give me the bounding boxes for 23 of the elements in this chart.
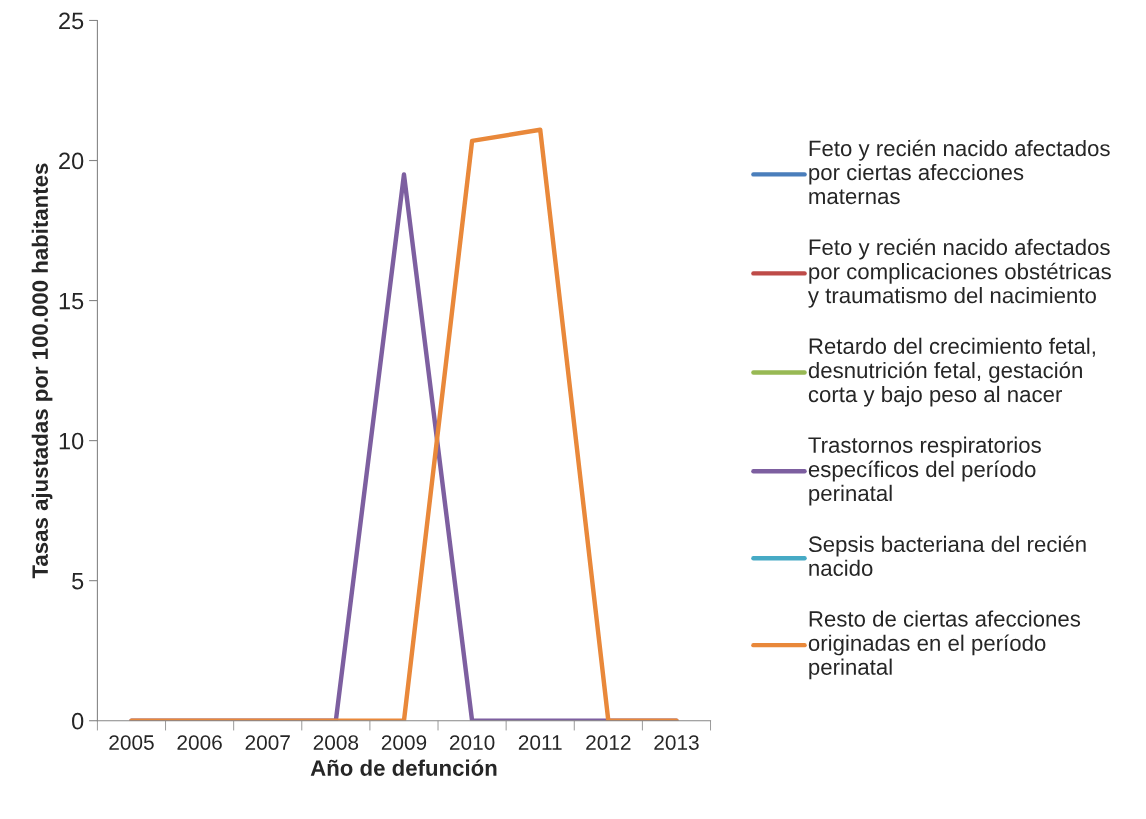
- y-tick-label: 10: [59, 432, 84, 450]
- x-tick-label: 2011: [518, 735, 562, 750]
- x-tick-label: 2010: [449, 735, 495, 750]
- y-tick-label: 20: [59, 152, 84, 170]
- x-tick-label: 2005: [109, 735, 154, 750]
- legend-label: Resto de ciertas afecciones originadas en el período perinatal: [808, 610, 1081, 680]
- y-tick-label: 25: [59, 12, 84, 30]
- y-axis-title: Tasas ajustadas por 100.000 habitantes: [31, 163, 53, 579]
- x-tick-label: 2013: [654, 735, 699, 750]
- legend-label: Feto y recién nacido afectados por ciertas afecciones maternas: [809, 139, 1110, 205]
- y-tick-label: 5: [72, 572, 84, 590]
- legend-label: Feto y recién nacido afectados por complicaciones obstétricas y traumatismo del nacimiento: [807, 238, 1111, 308]
- x-tick-label: 2007: [245, 735, 290, 750]
- x-tick-label: 2008: [313, 735, 359, 750]
- x-tick-label: 2006: [177, 735, 222, 750]
- y-tick-label: 15: [59, 292, 84, 310]
- legend-label: Retardo del crecimiento fetal, desnutrición fetal, gestación corta y bajo peso al nacer: [808, 337, 1095, 407]
- x-tick-label: 2009: [381, 735, 427, 750]
- x-axis-title: Año de defunción: [310, 759, 497, 776]
- x-tick-label: 2012: [586, 735, 631, 750]
- legend-label: Sepsis bacteriana del recién nacido: [808, 535, 1086, 577]
- legend-label: Trastornos respiratorios específicos del período perinatal: [808, 436, 1041, 506]
- y-tick-label: 0: [72, 712, 84, 730]
